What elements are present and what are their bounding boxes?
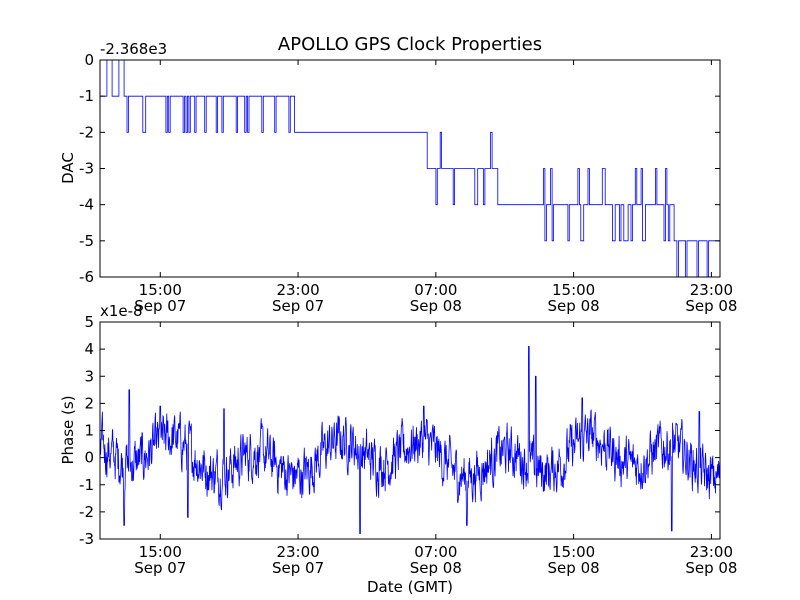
phase-axes: x1e-8 Phase (s) Date (GMT) 5 4 3 2 1 0 -1 -2 -3 1… (59, 302, 737, 596)
dac-step-line (100, 59, 720, 278)
phase-y-tick-label: 1 (84, 422, 94, 440)
dac-y-tick-label: -1 (79, 87, 94, 105)
phase-x-tick-date: Sep 07 (134, 559, 186, 577)
phase-offset-label: x1e-8 (100, 302, 143, 320)
dac-y-tick-label: -4 (79, 196, 94, 214)
phase-x-axis-label: Date (GMT) (367, 578, 453, 596)
phase-x-tick-time: 07:00 (414, 543, 457, 561)
dac-y-tick-label: -6 (79, 268, 94, 286)
phase-x-tick-date: Sep 08 (685, 559, 737, 577)
phase-y-tick-label: -2 (79, 503, 94, 521)
phase-x-tick-time: 15:00 (139, 543, 182, 561)
phase-noise-line (99, 346, 721, 534)
phase-y-tick-label: 4 (84, 340, 94, 358)
dac-x-tick-time: 07:00 (414, 281, 457, 299)
phase-y-tick-label: -3 (79, 530, 94, 548)
phase-y-tick-label: 0 (84, 449, 94, 467)
dac-x-tick-date: Sep 08 (410, 297, 462, 315)
dac-y-tick-label: -5 (79, 232, 94, 250)
phase-series-line (99, 346, 721, 534)
dac-series-line (100, 59, 720, 278)
phase-x-tick-time: 23:00 (276, 543, 319, 561)
phase-x-tick-time: 23:00 (690, 543, 733, 561)
phase-y-tick-label: -1 (79, 476, 94, 494)
dac-x-tick-date: Sep 08 (685, 297, 737, 315)
dac-x-tick-time: 15:00 (552, 281, 595, 299)
dac-y-tick-label: -2 (79, 123, 94, 141)
dac-y-tick-label: -3 (79, 160, 94, 178)
phase-x-tick-time: 15:00 (552, 543, 595, 561)
phase-plot-frame (99, 321, 721, 540)
dac-x-tick-time: 15:00 (139, 281, 182, 299)
phase-y-tick-label: 5 (84, 313, 94, 331)
phase-y-tick-label: 3 (84, 367, 94, 385)
dac-x-tick-date: Sep 08 (548, 297, 600, 315)
phase-x-tick-date: Sep 08 (410, 559, 462, 577)
dac-y-tick-label: 0 (84, 51, 94, 69)
chart-title: APOLLO GPS Clock Properties (278, 34, 542, 55)
dac-x-tick-time: 23:00 (276, 281, 319, 299)
phase-x-tick-date: Sep 08 (548, 559, 600, 577)
phase-y-tick-label: 2 (84, 394, 94, 412)
dac-plot-frame (99, 59, 721, 278)
dac-x-tick-time: 23:00 (690, 281, 733, 299)
phase-y-axis-label: Phase (s) (59, 395, 77, 464)
phase-x-tick-date: Sep 07 (272, 559, 324, 577)
dac-offset-label: -2.368e3 (100, 40, 167, 58)
dac-x-tick-date: Sep 07 (272, 297, 324, 315)
dac-x-tick-date: Sep 07 (134, 297, 186, 315)
dac-y-axis-label: DAC (59, 152, 77, 184)
